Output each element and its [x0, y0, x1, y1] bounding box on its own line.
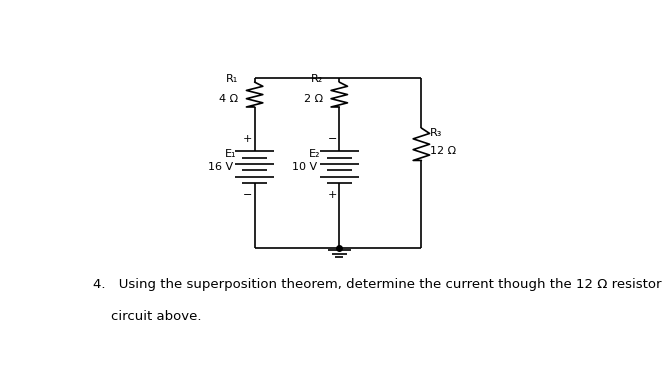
- Text: +: +: [243, 134, 253, 144]
- Text: circuit above.: circuit above.: [111, 310, 201, 323]
- Text: 16 V: 16 V: [208, 162, 233, 172]
- Text: 10 V: 10 V: [291, 162, 316, 172]
- Text: −: −: [243, 190, 253, 200]
- Text: −: −: [328, 134, 338, 144]
- Text: 2 Ω: 2 Ω: [304, 94, 323, 104]
- Text: 4 Ω: 4 Ω: [219, 94, 238, 104]
- Text: R₃: R₃: [430, 129, 442, 138]
- Text: E₂: E₂: [308, 149, 320, 159]
- Text: +: +: [328, 190, 338, 200]
- Text: E₁: E₁: [225, 149, 237, 159]
- Text: R₁: R₁: [226, 74, 238, 84]
- Text: 12 Ω: 12 Ω: [430, 146, 456, 156]
- Text: 4. Using the superposition theorem, determine the current though the 12 Ω resist: 4. Using the superposition theorem, dete…: [93, 278, 662, 291]
- Text: R₂: R₂: [310, 74, 323, 84]
